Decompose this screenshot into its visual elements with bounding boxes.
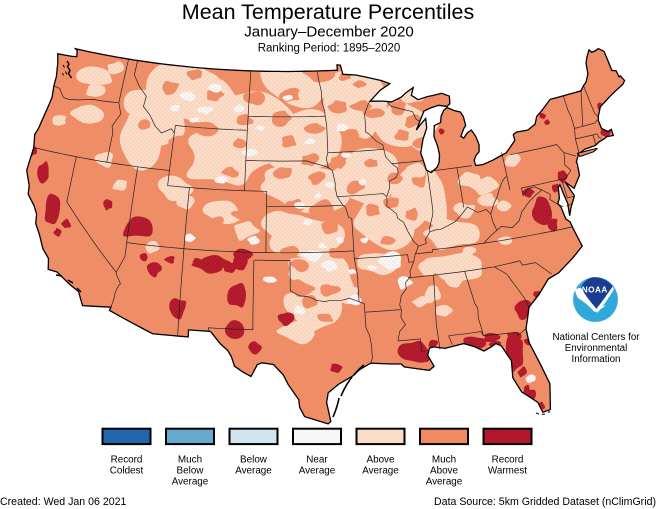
svg-text:Ranking Period: 1895–2020: Ranking Period: 1895–2020 [258, 43, 401, 55]
svg-text:Average: Average [235, 466, 272, 477]
svg-text:Below: Below [177, 466, 205, 477]
svg-text:Below: Below [240, 455, 268, 466]
svg-text:Average: Average [362, 466, 399, 477]
svg-text:Much: Much [178, 455, 202, 466]
svg-text:Record: Record [492, 455, 524, 466]
svg-text:Average: Average [426, 477, 463, 488]
svg-text:National Centers for: National Centers for [552, 332, 640, 343]
svg-text:Near: Near [306, 455, 328, 466]
svg-text:Environmental: Environmental [565, 343, 628, 354]
svg-text:Above: Above [366, 455, 395, 466]
svg-text:Record: Record [111, 455, 143, 466]
svg-text:Mean Temperature Percentiles: Mean Temperature Percentiles [182, 0, 474, 24]
svg-text:Information: Information [571, 354, 620, 365]
svg-text:Average: Average [172, 477, 209, 488]
svg-text:Above: Above [430, 466, 459, 477]
svg-text:Created: Wed Jan 06 2021: Created: Wed Jan 06 2021 [0, 496, 127, 508]
svg-text:January–December 2020: January–December 2020 [244, 24, 414, 41]
svg-text:Warmest: Warmest [488, 466, 527, 477]
svg-text:Much: Much [432, 455, 456, 466]
svg-text:Coldest: Coldest [110, 466, 144, 477]
svg-text:NOAA: NOAA [582, 286, 608, 295]
svg-text:Data Source: 5km Gridded Datas: Data Source: 5km Gridded Dataset (nClimG… [434, 496, 656, 508]
svg-text:Average: Average [299, 466, 336, 477]
